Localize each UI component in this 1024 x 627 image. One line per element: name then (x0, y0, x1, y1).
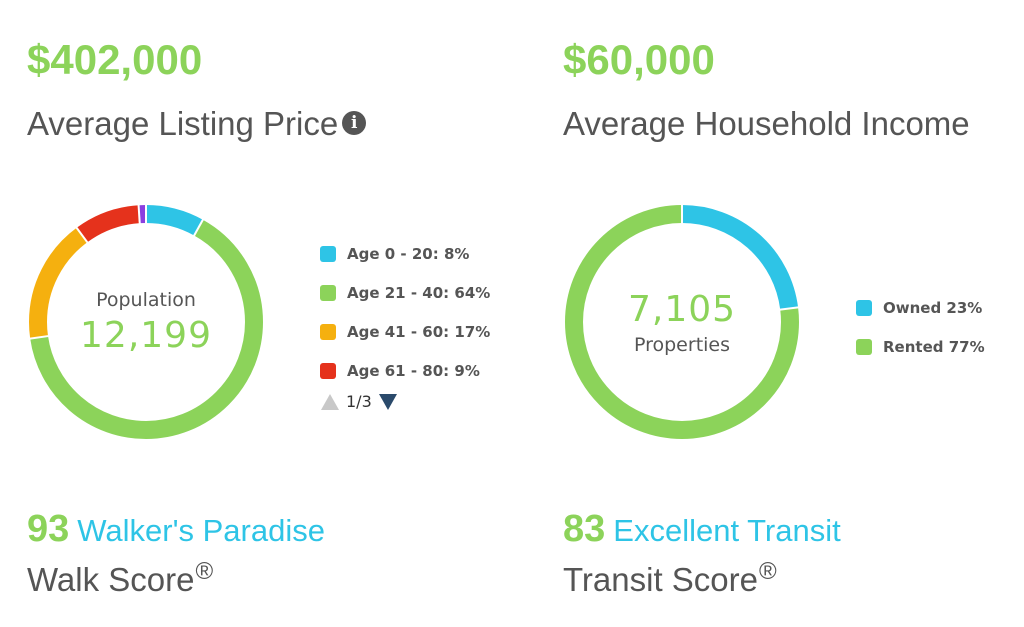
population-legend-item[interactable]: Age 41 - 60: 17% (320, 312, 490, 351)
population-donut-chart: Population 12,199 (27, 203, 265, 441)
properties-legend-swatch (856, 338, 872, 355)
triangle-up-icon[interactable] (320, 393, 340, 411)
population-center-label: Population (96, 288, 196, 311)
population-legend-label: Age 61 - 80: 9% (347, 361, 480, 380)
properties-center-value: 7,105 (627, 288, 737, 330)
properties-legend-items: Owned 23% Rented 77% (856, 288, 985, 366)
population-slice-separator (75, 226, 89, 244)
properties-center-label: Properties (633, 333, 731, 356)
walk-score: 93 Walker's Paradise Walk Score® (27, 509, 325, 600)
walk-score-description-link[interactable]: Walker's Paradise (77, 513, 325, 548)
walk-score-label-row: Walk Score® (27, 558, 325, 600)
population-legend-swatch (320, 245, 336, 262)
population-center: Population 12,199 (27, 203, 265, 441)
population-legend-label: Age 41 - 60: 17% (347, 322, 491, 341)
listing-price-label-row: Average Listing Price i (27, 104, 367, 144)
properties-slice-separator (779, 306, 800, 311)
info-icon[interactable]: i (342, 111, 367, 136)
population-legend-item[interactable]: Age 21 - 40: 64% (320, 273, 490, 312)
walk-score-label: Walk Score (27, 561, 195, 598)
transit-score-label: Transit Score (563, 561, 759, 598)
listing-price-stat: $402,000 Average Listing Price i (27, 36, 367, 144)
registered-mark: ® (195, 558, 214, 585)
household-income-stat: $60,000 Average Household Income (563, 36, 970, 144)
population-legend-label: Age 21 - 40: 64% (347, 283, 491, 302)
walk-score-line: 93 Walker's Paradise (27, 509, 325, 549)
registered-mark: ® (759, 558, 777, 585)
population-legend-item[interactable]: Age 61 - 80: 9% (320, 351, 490, 390)
properties-center: 7,105 Properties (563, 203, 801, 441)
population-slice (29, 205, 263, 439)
population-slice-separator (29, 334, 50, 340)
population-slice (29, 205, 263, 439)
population-donut-svg (29, 204, 263, 439)
listing-price-value: $402,000 (27, 36, 203, 83)
household-income-label: Average Household Income (563, 105, 970, 142)
population-legend-label: Age 0 - 20: 8% (347, 244, 470, 263)
population-legend-swatch (320, 284, 336, 301)
legend-pager: 1/3 (320, 392, 490, 411)
population-slice-separator (192, 218, 205, 237)
transit-score-line: 83 Excellent Transit (563, 509, 841, 549)
walk-score-number: 93 (27, 508, 70, 550)
transit-score-label-row: Transit Score® (563, 558, 841, 600)
properties-legend-label: Rented 77% (883, 337, 985, 356)
properties-legend-item[interactable]: Owned 23% (856, 288, 985, 327)
population-legend-item[interactable]: Age 0 - 20: 8% (320, 234, 490, 273)
population-slice-separator (137, 204, 141, 225)
transit-score-description-link[interactable]: Excellent Transit (613, 513, 841, 548)
properties-donut-chart: 7,105 Properties (563, 203, 801, 441)
listing-price-label: Average Listing Price (27, 105, 339, 142)
transit-score-number: 83 (563, 508, 606, 550)
triangle-down-icon[interactable] (378, 393, 398, 411)
properties-legend-label: Owned 23% (883, 298, 983, 317)
population-center-value: 12,199 (80, 314, 212, 356)
population-legend-items: Age 0 - 20: 8% Age 21 - 40: 64% Age 41 - 6… (320, 234, 490, 390)
legend-pager-text: 1/3 (346, 392, 372, 411)
population-legend: Age 0 - 20: 8% Age 21 - 40: 64% Age 41 - 6… (320, 234, 490, 411)
household-income-value: $60,000 (563, 36, 715, 83)
properties-legend-swatch (856, 299, 872, 316)
population-legend-swatch (320, 323, 336, 340)
properties-legend-item[interactable]: Rented 77% (856, 327, 985, 366)
population-legend-swatch (320, 362, 336, 379)
properties-legend: Owned 23% Rented 77% (856, 288, 985, 366)
properties-donut-svg (565, 204, 800, 439)
transit-score: 83 Excellent Transit Transit Score® (563, 509, 841, 600)
